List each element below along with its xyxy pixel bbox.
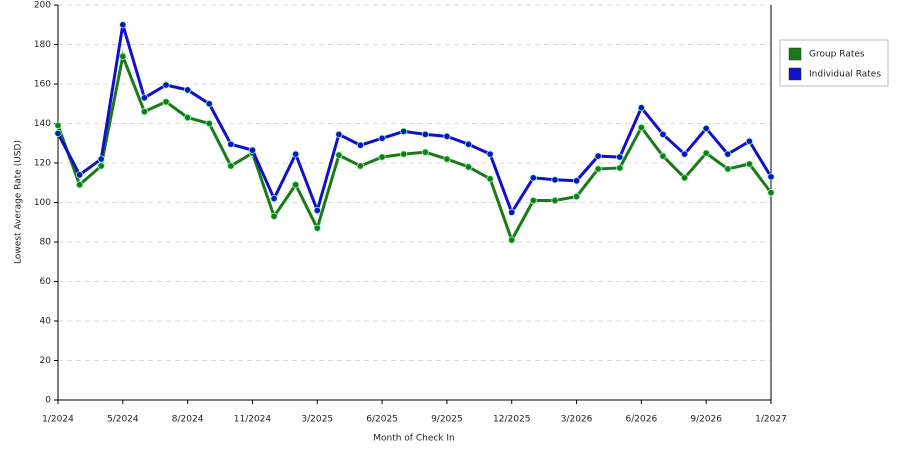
data-point [119,21,127,29]
data-point [356,162,365,170]
data-point [745,160,753,168]
data-point [680,150,689,158]
data-point [205,100,213,108]
data-point [659,152,667,160]
data-point [227,140,235,148]
y-tick-label: 160 [34,80,51,90]
data-point [529,174,537,182]
data-point [464,140,473,148]
y-axis-label: Lowest Average Rate (USD) [14,140,24,264]
x-tick-label: 1/2027 [755,415,787,425]
data-point [313,224,321,232]
data-point [659,130,667,138]
data-point [292,150,300,158]
data-point [421,130,429,138]
data-point [702,149,710,157]
data-point [313,206,321,214]
data-point [205,119,213,128]
data-point [97,162,105,170]
y-tick-label: 120 [34,159,51,169]
series-line [56,51,773,244]
data-point [421,148,429,156]
x-tick-label: 3/2025 [301,415,333,425]
data-point [551,176,559,184]
y-tick-label: 200 [34,1,51,11]
y-tick-label: 0 [45,396,51,406]
data-point [270,194,278,203]
data-point [724,150,732,158]
data-point [745,137,753,145]
data-point [702,124,710,133]
x-tick-label: 5/2024 [107,415,139,425]
data-point [572,192,581,201]
data-point [356,141,365,149]
data-point [162,81,170,89]
x-tick-label: 11/2024 [234,415,272,425]
legend-label: Group Rates [809,50,865,60]
series-line [56,24,773,216]
data-point [97,155,105,163]
data-point [508,236,516,244]
data-point [119,52,127,60]
data-point [637,104,645,112]
legend-swatch [788,67,802,81]
x-tick-label: 6/2026 [626,415,658,425]
x-tick-label: 9/2026 [690,415,722,425]
data-point [184,86,192,94]
y-tick-label: 140 [34,119,51,129]
data-point [572,177,581,185]
data-point [54,121,62,130]
data-point [486,150,494,158]
y-tick-label: 100 [34,198,51,208]
y-tick-label: 40 [40,317,52,327]
data-point [292,181,300,189]
data-point [162,98,170,106]
data-point [140,108,149,116]
data-point [227,162,235,170]
data-point [464,163,473,171]
y-tick-label: 180 [34,40,51,50]
y-tick-label: 80 [40,238,52,248]
data-point [400,150,408,158]
data-point [724,165,732,173]
data-point [508,208,516,216]
x-tick-label: 9/2025 [431,415,463,425]
data-point [54,129,62,137]
data-point [335,130,343,138]
data-point [378,134,386,142]
data-point [378,153,386,161]
data-point [270,212,278,220]
data-point [616,164,624,172]
data-point [767,173,775,181]
x-tick-label: 6/2025 [366,415,398,425]
data-point [616,153,624,161]
data-point [443,155,451,163]
data-point [529,196,537,205]
data-point [184,113,192,122]
y-tick-label: 60 [40,277,52,287]
x-tick-label: 12/2025 [493,415,530,425]
data-point [335,151,343,159]
data-point [767,189,775,197]
data-point [486,175,494,183]
data-point [680,174,689,182]
x-tick-label: 8/2024 [172,415,204,425]
data-point [551,196,559,205]
data-point [248,146,257,154]
legend-swatch [788,47,802,61]
data-point [76,171,84,179]
x-tick-label: 1/2024 [42,415,74,425]
data-point [443,132,451,140]
data-point [637,123,645,132]
data-point [76,181,84,189]
x-tick-label: 3/2026 [561,415,593,425]
data-point [594,152,602,160]
data-point [400,127,408,135]
legend-label: Individual Rates [809,70,881,80]
data-point [594,165,602,173]
x-axis-label: Month of Check In [373,434,455,444]
y-tick-label: 20 [40,356,52,366]
data-point [140,94,149,102]
